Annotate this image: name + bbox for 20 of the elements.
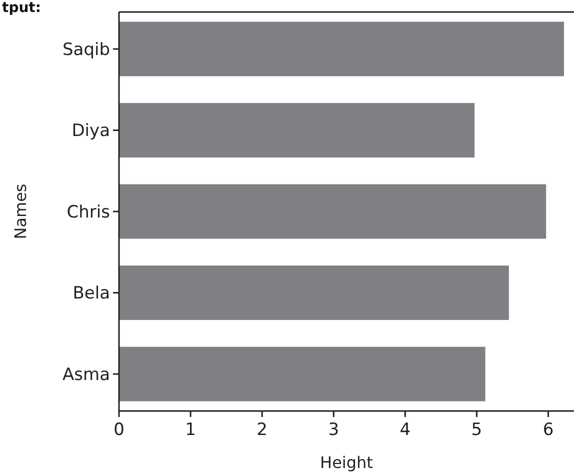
x-tick-label: 6	[542, 420, 554, 440]
x-tick-label: 1	[185, 420, 196, 440]
x-tick-label: 2	[256, 420, 268, 440]
x-tick-label: 3	[328, 420, 340, 440]
y-tick-label: Chris	[66, 202, 110, 222]
y-axis-title: Names	[11, 184, 30, 240]
x-axis-title: Height	[320, 453, 373, 472]
x-tick-label: 5	[471, 420, 482, 440]
text: tput:	[2, 0, 41, 16]
bar	[119, 103, 475, 158]
bar	[119, 346, 486, 402]
bar	[119, 266, 509, 320]
bar	[119, 22, 564, 76]
bar	[119, 184, 546, 239]
y-tick-label: Saqib	[62, 40, 110, 60]
y-tick-label: Asma	[62, 364, 110, 385]
y-tick-label: Bela	[72, 284, 110, 304]
x-tick-label: 4	[400, 420, 411, 440]
x-tick-label: 0	[114, 420, 124, 440]
y-tick-label: Diya	[72, 121, 110, 142]
